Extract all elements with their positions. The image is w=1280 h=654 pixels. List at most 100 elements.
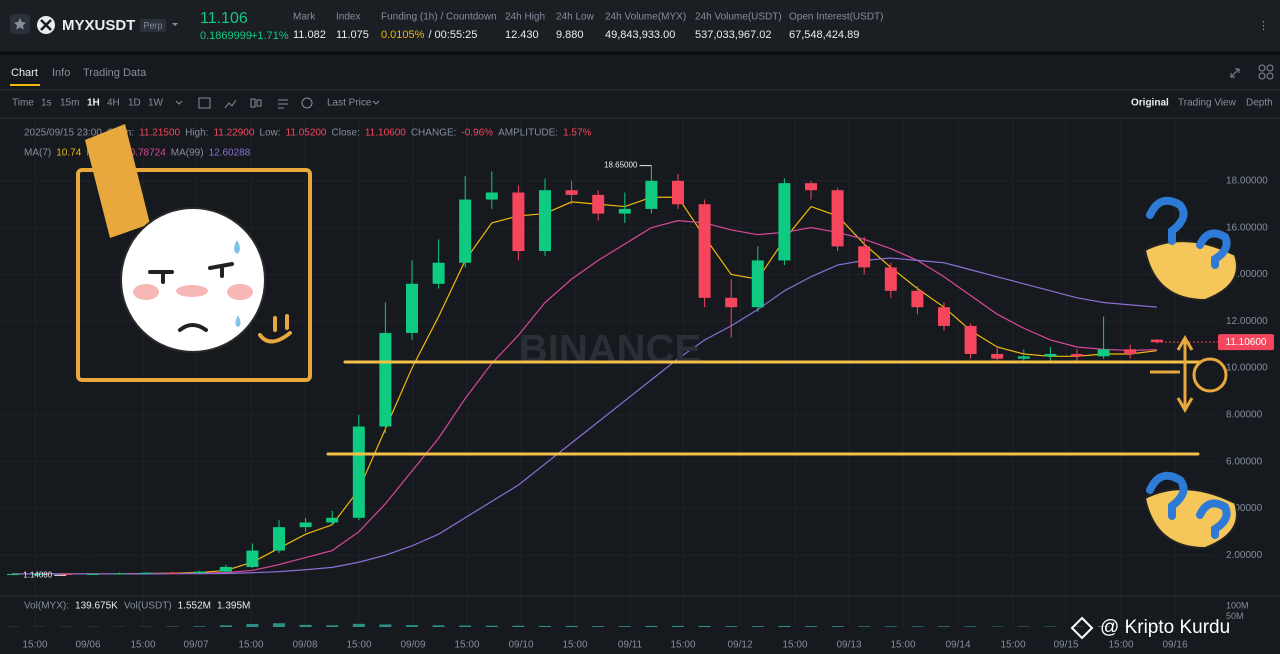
volume-bar (432, 625, 445, 627)
info-value: 11.10600 (365, 128, 406, 139)
stat-value: 0.0105% (381, 29, 425, 41)
stat-label: Mark (293, 12, 316, 23)
x-tick-label: 09/09 (400, 640, 425, 651)
info-label: Low: (259, 128, 280, 139)
interval-button[interactable]: 15m (60, 98, 79, 109)
ma-line (13, 257, 1157, 575)
volume-legend: 1.395M (217, 601, 250, 612)
last-price-label: 11.10600 (1226, 337, 1267, 348)
volume-bar (938, 626, 950, 627)
y-tick-label: 8.00000 (1226, 409, 1263, 420)
arrows-doodle (1192, 357, 1228, 393)
sticker-frame (76, 168, 312, 382)
x-tick-label: 15:00 (1108, 640, 1133, 651)
toolbar-label: Time (12, 98, 34, 109)
candle-body (805, 183, 817, 191)
watermark: BINANCE (519, 328, 701, 372)
view-button[interactable]: Original (1131, 98, 1169, 109)
volume-legend: 139.675K (75, 601, 118, 612)
y-tick-label: 16.00000 (1226, 222, 1268, 233)
price-change-pct: +1.71% (251, 30, 289, 42)
volume-bar (379, 624, 392, 627)
stats: Mark 11.082 Index 11.075 Funding (1h) / Coun… (293, 12, 883, 41)
x-tick-label: 09/08 (292, 640, 317, 651)
interval-dropdown[interactable] (175, 100, 183, 105)
tool-icon[interactable] (198, 97, 211, 109)
star-icon (14, 18, 26, 30)
candle-body (1017, 356, 1030, 359)
view-button[interactable]: Trading View (1178, 98, 1237, 109)
tab[interactable]: Trading Data (83, 67, 147, 79)
y-tick-label: 18.00000 (1226, 175, 1268, 186)
volume-bar (459, 625, 472, 627)
candle-body (911, 290, 924, 308)
tab[interactable]: Info (52, 67, 70, 79)
candle-body (219, 566, 232, 572)
interval-button[interactable]: 1W (148, 98, 164, 109)
candle-body (831, 190, 844, 247)
ma-legend-name: MA(7) (24, 148, 51, 159)
volume-legend: Vol(MYX): (24, 601, 69, 612)
sweat (234, 240, 241, 327)
candle-body (299, 522, 312, 528)
candle-body (618, 208, 631, 214)
volume-legend: Vol(USDT) (124, 601, 172, 612)
y-tick-label: 14.00000 (1226, 269, 1268, 280)
candle-body (1097, 349, 1110, 357)
tool-icon[interactable] (250, 98, 256, 108)
plot: 2.00000 4.00000 6.00000 8.00000 10.00000 12.0… (0, 120, 1280, 651)
dropdown-icon[interactable] (172, 23, 178, 26)
candle-body (858, 246, 871, 268)
view-button[interactable]: Depth (1246, 98, 1273, 109)
face-lines (148, 262, 234, 332)
volume-bar (326, 625, 339, 627)
x-tick-label: 09/16 (1162, 640, 1187, 651)
candle-body (565, 190, 578, 195)
price-type[interactable]: Last Price (327, 98, 372, 109)
candle-body (938, 307, 950, 326)
tab[interactable]: Chart (11, 67, 38, 79)
expand-icon[interactable] (1230, 68, 1240, 78)
x-tick-label: 09/12 (727, 640, 752, 651)
candle-body (751, 260, 764, 308)
interval-button[interactable]: 4H (107, 98, 120, 109)
interval-button[interactable]: 1s (41, 98, 52, 109)
volume-bar (964, 626, 977, 627)
volume-legend: 1.552M (178, 601, 211, 612)
info-label: CHANGE: (411, 128, 457, 139)
candle-body (7, 573, 19, 575)
symbol[interactable]: MYXUSDT (62, 17, 135, 34)
interval-button[interactable]: 1H (87, 98, 100, 109)
cheek (133, 284, 159, 300)
credit-logo (1070, 616, 1094, 640)
tool-icon[interactable] (224, 99, 237, 109)
tool-icon[interactable] (278, 99, 288, 109)
interval-button[interactable]: 1D (128, 98, 141, 109)
x-tick-label: 15:00 (782, 640, 807, 651)
y-tick-label: 12.00000 (1226, 316, 1268, 327)
more-button[interactable]: ⋮ (1258, 20, 1269, 32)
min-label: 1.14080 (23, 570, 52, 579)
tool-icon[interactable] (301, 97, 313, 109)
info-value: 11.22900 (213, 128, 254, 139)
candle-body (512, 192, 525, 252)
candle-body (778, 183, 791, 261)
info-label: AMPLITUDE: (498, 128, 558, 139)
info-value: -0.96% (461, 128, 493, 139)
layout-icon[interactable] (1258, 64, 1274, 80)
annotation-lines (326, 360, 1202, 456)
tool-icon[interactable] (256, 99, 262, 107)
info-value: 1.57% (563, 128, 591, 139)
candle-body (725, 297, 738, 308)
x-tick-label: 15:00 (22, 640, 47, 651)
face-doodle (258, 314, 292, 344)
candle-body (698, 204, 711, 298)
stat-value: 49,843,933.00 (605, 29, 675, 41)
header-bar (0, 0, 1280, 52)
volume-bar (406, 625, 418, 627)
stat-value: 12.430 (505, 29, 539, 41)
volume-bar (273, 623, 285, 627)
stat-value: 11.075 (336, 29, 369, 41)
nose-blush (176, 285, 208, 297)
price-type-dropdown[interactable] (372, 100, 380, 105)
